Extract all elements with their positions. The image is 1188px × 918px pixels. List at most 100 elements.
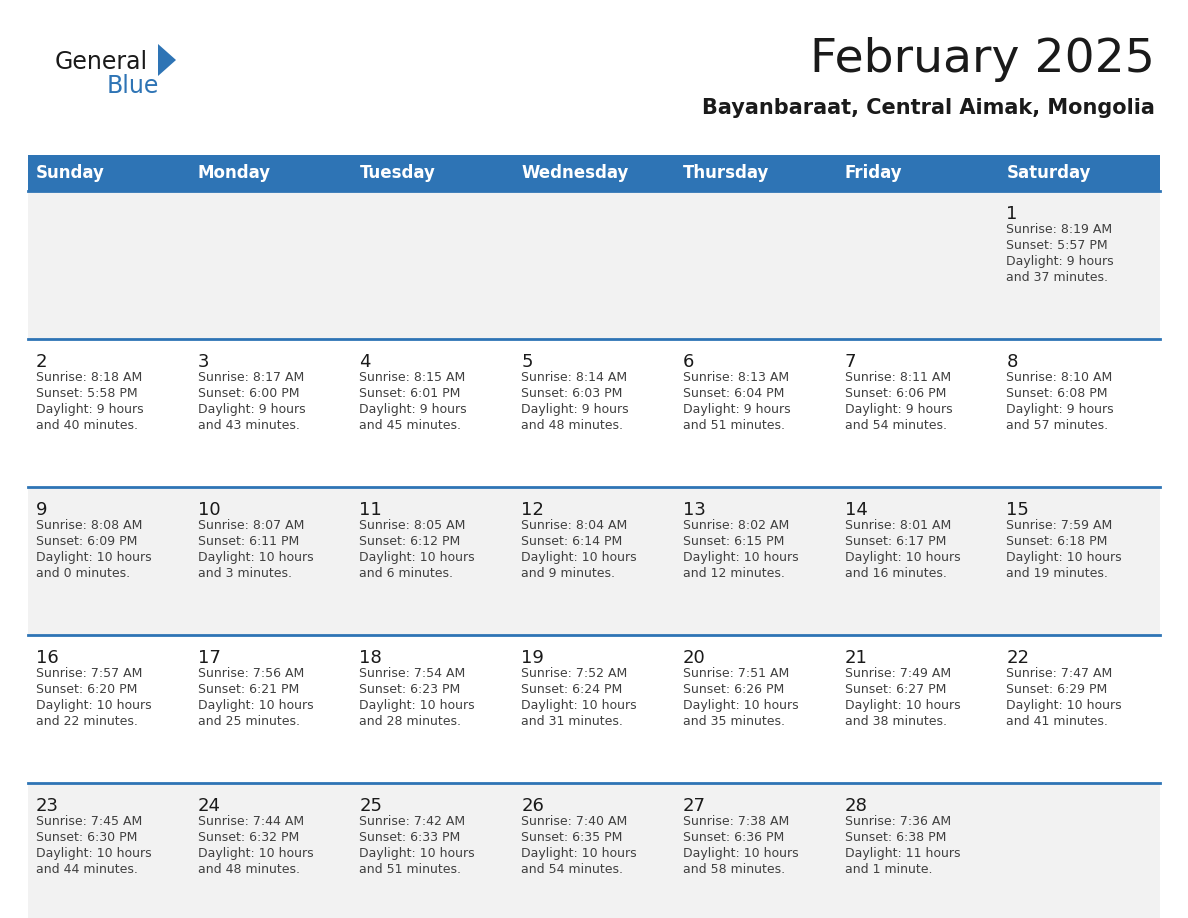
Text: 8: 8 [1006,353,1018,371]
Text: 24: 24 [197,797,221,815]
Text: 10: 10 [197,501,220,519]
Text: Thursday: Thursday [683,164,770,182]
Text: and 54 minutes.: and 54 minutes. [845,419,947,432]
Text: Sunset: 6:35 PM: Sunset: 6:35 PM [522,831,623,844]
Text: Daylight: 10 hours: Daylight: 10 hours [197,699,314,712]
Text: Daylight: 10 hours: Daylight: 10 hours [522,847,637,860]
Text: and 22 minutes.: and 22 minutes. [36,715,138,728]
Text: Daylight: 10 hours: Daylight: 10 hours [1006,551,1121,564]
Text: Sunrise: 7:45 AM: Sunrise: 7:45 AM [36,815,143,828]
Text: Sunrise: 8:13 AM: Sunrise: 8:13 AM [683,371,789,384]
Text: Sunset: 6:01 PM: Sunset: 6:01 PM [360,387,461,400]
Text: Daylight: 10 hours: Daylight: 10 hours [197,551,314,564]
Text: 14: 14 [845,501,867,519]
Text: and 48 minutes.: and 48 minutes. [522,419,624,432]
Text: 13: 13 [683,501,706,519]
Text: Sunset: 6:08 PM: Sunset: 6:08 PM [1006,387,1107,400]
Bar [29,191,1159,339]
Text: Sunrise: 7:42 AM: Sunrise: 7:42 AM [360,815,466,828]
Text: 28: 28 [845,797,867,815]
Text: Daylight: 9 hours: Daylight: 9 hours [522,403,628,416]
Text: Sunset: 6:38 PM: Sunset: 6:38 PM [845,831,946,844]
Text: Daylight: 10 hours: Daylight: 10 hours [1006,699,1121,712]
Text: Sunset: 6:06 PM: Sunset: 6:06 PM [845,387,946,400]
Text: Sunrise: 7:51 AM: Sunrise: 7:51 AM [683,667,789,680]
Text: Sunset: 6:21 PM: Sunset: 6:21 PM [197,683,299,696]
Bar [29,155,1159,191]
Text: 12: 12 [522,501,544,519]
Text: Daylight: 10 hours: Daylight: 10 hours [360,847,475,860]
Text: Sunset: 6:29 PM: Sunset: 6:29 PM [1006,683,1107,696]
Text: Sunday: Sunday [36,164,105,182]
Text: Sunrise: 7:49 AM: Sunrise: 7:49 AM [845,667,950,680]
Text: and 40 minutes.: and 40 minutes. [36,419,138,432]
Text: Daylight: 9 hours: Daylight: 9 hours [1006,255,1114,268]
Text: Sunrise: 8:15 AM: Sunrise: 8:15 AM [360,371,466,384]
Text: Sunrise: 8:07 AM: Sunrise: 8:07 AM [197,519,304,532]
Text: Sunset: 6:09 PM: Sunset: 6:09 PM [36,535,138,548]
Text: Sunset: 6:36 PM: Sunset: 6:36 PM [683,831,784,844]
Text: 25: 25 [360,797,383,815]
Text: Daylight: 9 hours: Daylight: 9 hours [845,403,953,416]
Text: 16: 16 [36,649,58,667]
Text: and 57 minutes.: and 57 minutes. [1006,419,1108,432]
Text: and 51 minutes.: and 51 minutes. [683,419,785,432]
Text: Daylight: 10 hours: Daylight: 10 hours [36,847,152,860]
Text: 20: 20 [683,649,706,667]
Text: Sunrise: 7:54 AM: Sunrise: 7:54 AM [360,667,466,680]
Text: Daylight: 10 hours: Daylight: 10 hours [683,699,798,712]
Text: Sunrise: 8:11 AM: Sunrise: 8:11 AM [845,371,950,384]
Text: Sunset: 6:24 PM: Sunset: 6:24 PM [522,683,623,696]
Text: February 2025: February 2025 [810,38,1155,83]
Text: Sunset: 6:30 PM: Sunset: 6:30 PM [36,831,138,844]
Text: Sunrise: 8:17 AM: Sunrise: 8:17 AM [197,371,304,384]
Text: Sunset: 6:23 PM: Sunset: 6:23 PM [360,683,461,696]
Text: Daylight: 9 hours: Daylight: 9 hours [36,403,144,416]
Text: Daylight: 10 hours: Daylight: 10 hours [845,551,960,564]
Text: Daylight: 9 hours: Daylight: 9 hours [360,403,467,416]
Text: and 54 minutes.: and 54 minutes. [522,863,624,876]
Text: Sunset: 6:12 PM: Sunset: 6:12 PM [360,535,461,548]
Text: 3: 3 [197,353,209,371]
Text: Sunrise: 7:40 AM: Sunrise: 7:40 AM [522,815,627,828]
Text: Daylight: 10 hours: Daylight: 10 hours [522,699,637,712]
Text: Sunset: 5:58 PM: Sunset: 5:58 PM [36,387,138,400]
Text: Saturday: Saturday [1006,164,1091,182]
Text: 1: 1 [1006,205,1018,223]
Text: Sunset: 6:14 PM: Sunset: 6:14 PM [522,535,623,548]
Bar [29,339,1159,487]
Text: Sunset: 6:15 PM: Sunset: 6:15 PM [683,535,784,548]
Text: Sunrise: 7:47 AM: Sunrise: 7:47 AM [1006,667,1112,680]
Text: and 3 minutes.: and 3 minutes. [197,567,292,580]
Text: 22: 22 [1006,649,1029,667]
Text: Sunset: 5:57 PM: Sunset: 5:57 PM [1006,239,1108,252]
Text: Sunset: 6:33 PM: Sunset: 6:33 PM [360,831,461,844]
Text: Sunset: 6:20 PM: Sunset: 6:20 PM [36,683,138,696]
Text: 9: 9 [36,501,48,519]
Text: 17: 17 [197,649,221,667]
Text: Wednesday: Wednesday [522,164,628,182]
Text: Daylight: 10 hours: Daylight: 10 hours [360,551,475,564]
Text: Daylight: 9 hours: Daylight: 9 hours [683,403,790,416]
Text: Daylight: 10 hours: Daylight: 10 hours [197,847,314,860]
Text: 7: 7 [845,353,857,371]
Text: Sunrise: 8:05 AM: Sunrise: 8:05 AM [360,519,466,532]
Text: Daylight: 10 hours: Daylight: 10 hours [36,699,152,712]
Text: Daylight: 10 hours: Daylight: 10 hours [683,551,798,564]
Text: and 0 minutes.: and 0 minutes. [36,567,131,580]
Text: Sunset: 6:00 PM: Sunset: 6:00 PM [197,387,299,400]
Text: Monday: Monday [197,164,271,182]
Text: Sunrise: 8:02 AM: Sunrise: 8:02 AM [683,519,789,532]
Text: Daylight: 10 hours: Daylight: 10 hours [522,551,637,564]
Text: Sunrise: 8:18 AM: Sunrise: 8:18 AM [36,371,143,384]
Text: and 28 minutes.: and 28 minutes. [360,715,461,728]
Text: and 43 minutes.: and 43 minutes. [197,419,299,432]
Text: Daylight: 10 hours: Daylight: 10 hours [36,551,152,564]
Text: Friday: Friday [845,164,902,182]
Text: and 37 minutes.: and 37 minutes. [1006,271,1108,284]
Text: Sunset: 6:03 PM: Sunset: 6:03 PM [522,387,623,400]
Text: and 12 minutes.: and 12 minutes. [683,567,785,580]
Text: Sunrise: 7:38 AM: Sunrise: 7:38 AM [683,815,789,828]
Text: and 9 minutes.: and 9 minutes. [522,567,615,580]
Text: Sunset: 6:27 PM: Sunset: 6:27 PM [845,683,946,696]
